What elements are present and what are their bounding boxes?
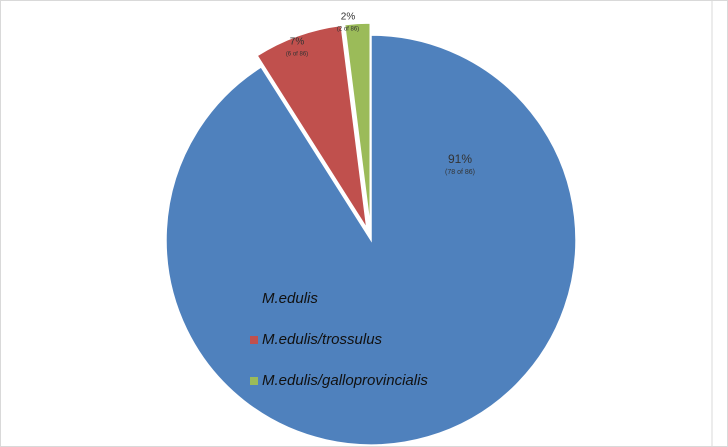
slice-count-label: (78 of 86) — [445, 169, 475, 176]
legend-swatch — [250, 295, 258, 303]
legend-label: M.edulis/galloprovincialis — [262, 372, 428, 389]
legend-label: M.edulis — [262, 290, 318, 307]
pie-slice — [256, 24, 368, 230]
legend-swatch — [250, 377, 258, 385]
pie-slice — [343, 22, 371, 229]
legend-swatch — [250, 336, 258, 344]
slice-count-label: (6 of 86) — [286, 52, 308, 58]
legend-label: M.edulis/trossulus — [262, 331, 383, 348]
slice-count-label: (2 of 86) — [337, 27, 359, 33]
slice-percent-label: 2% — [341, 12, 356, 23]
pie-slice — [165, 34, 577, 446]
slice-percent-label: 7% — [290, 37, 305, 48]
slice-percent-label: 91% — [448, 152, 472, 166]
